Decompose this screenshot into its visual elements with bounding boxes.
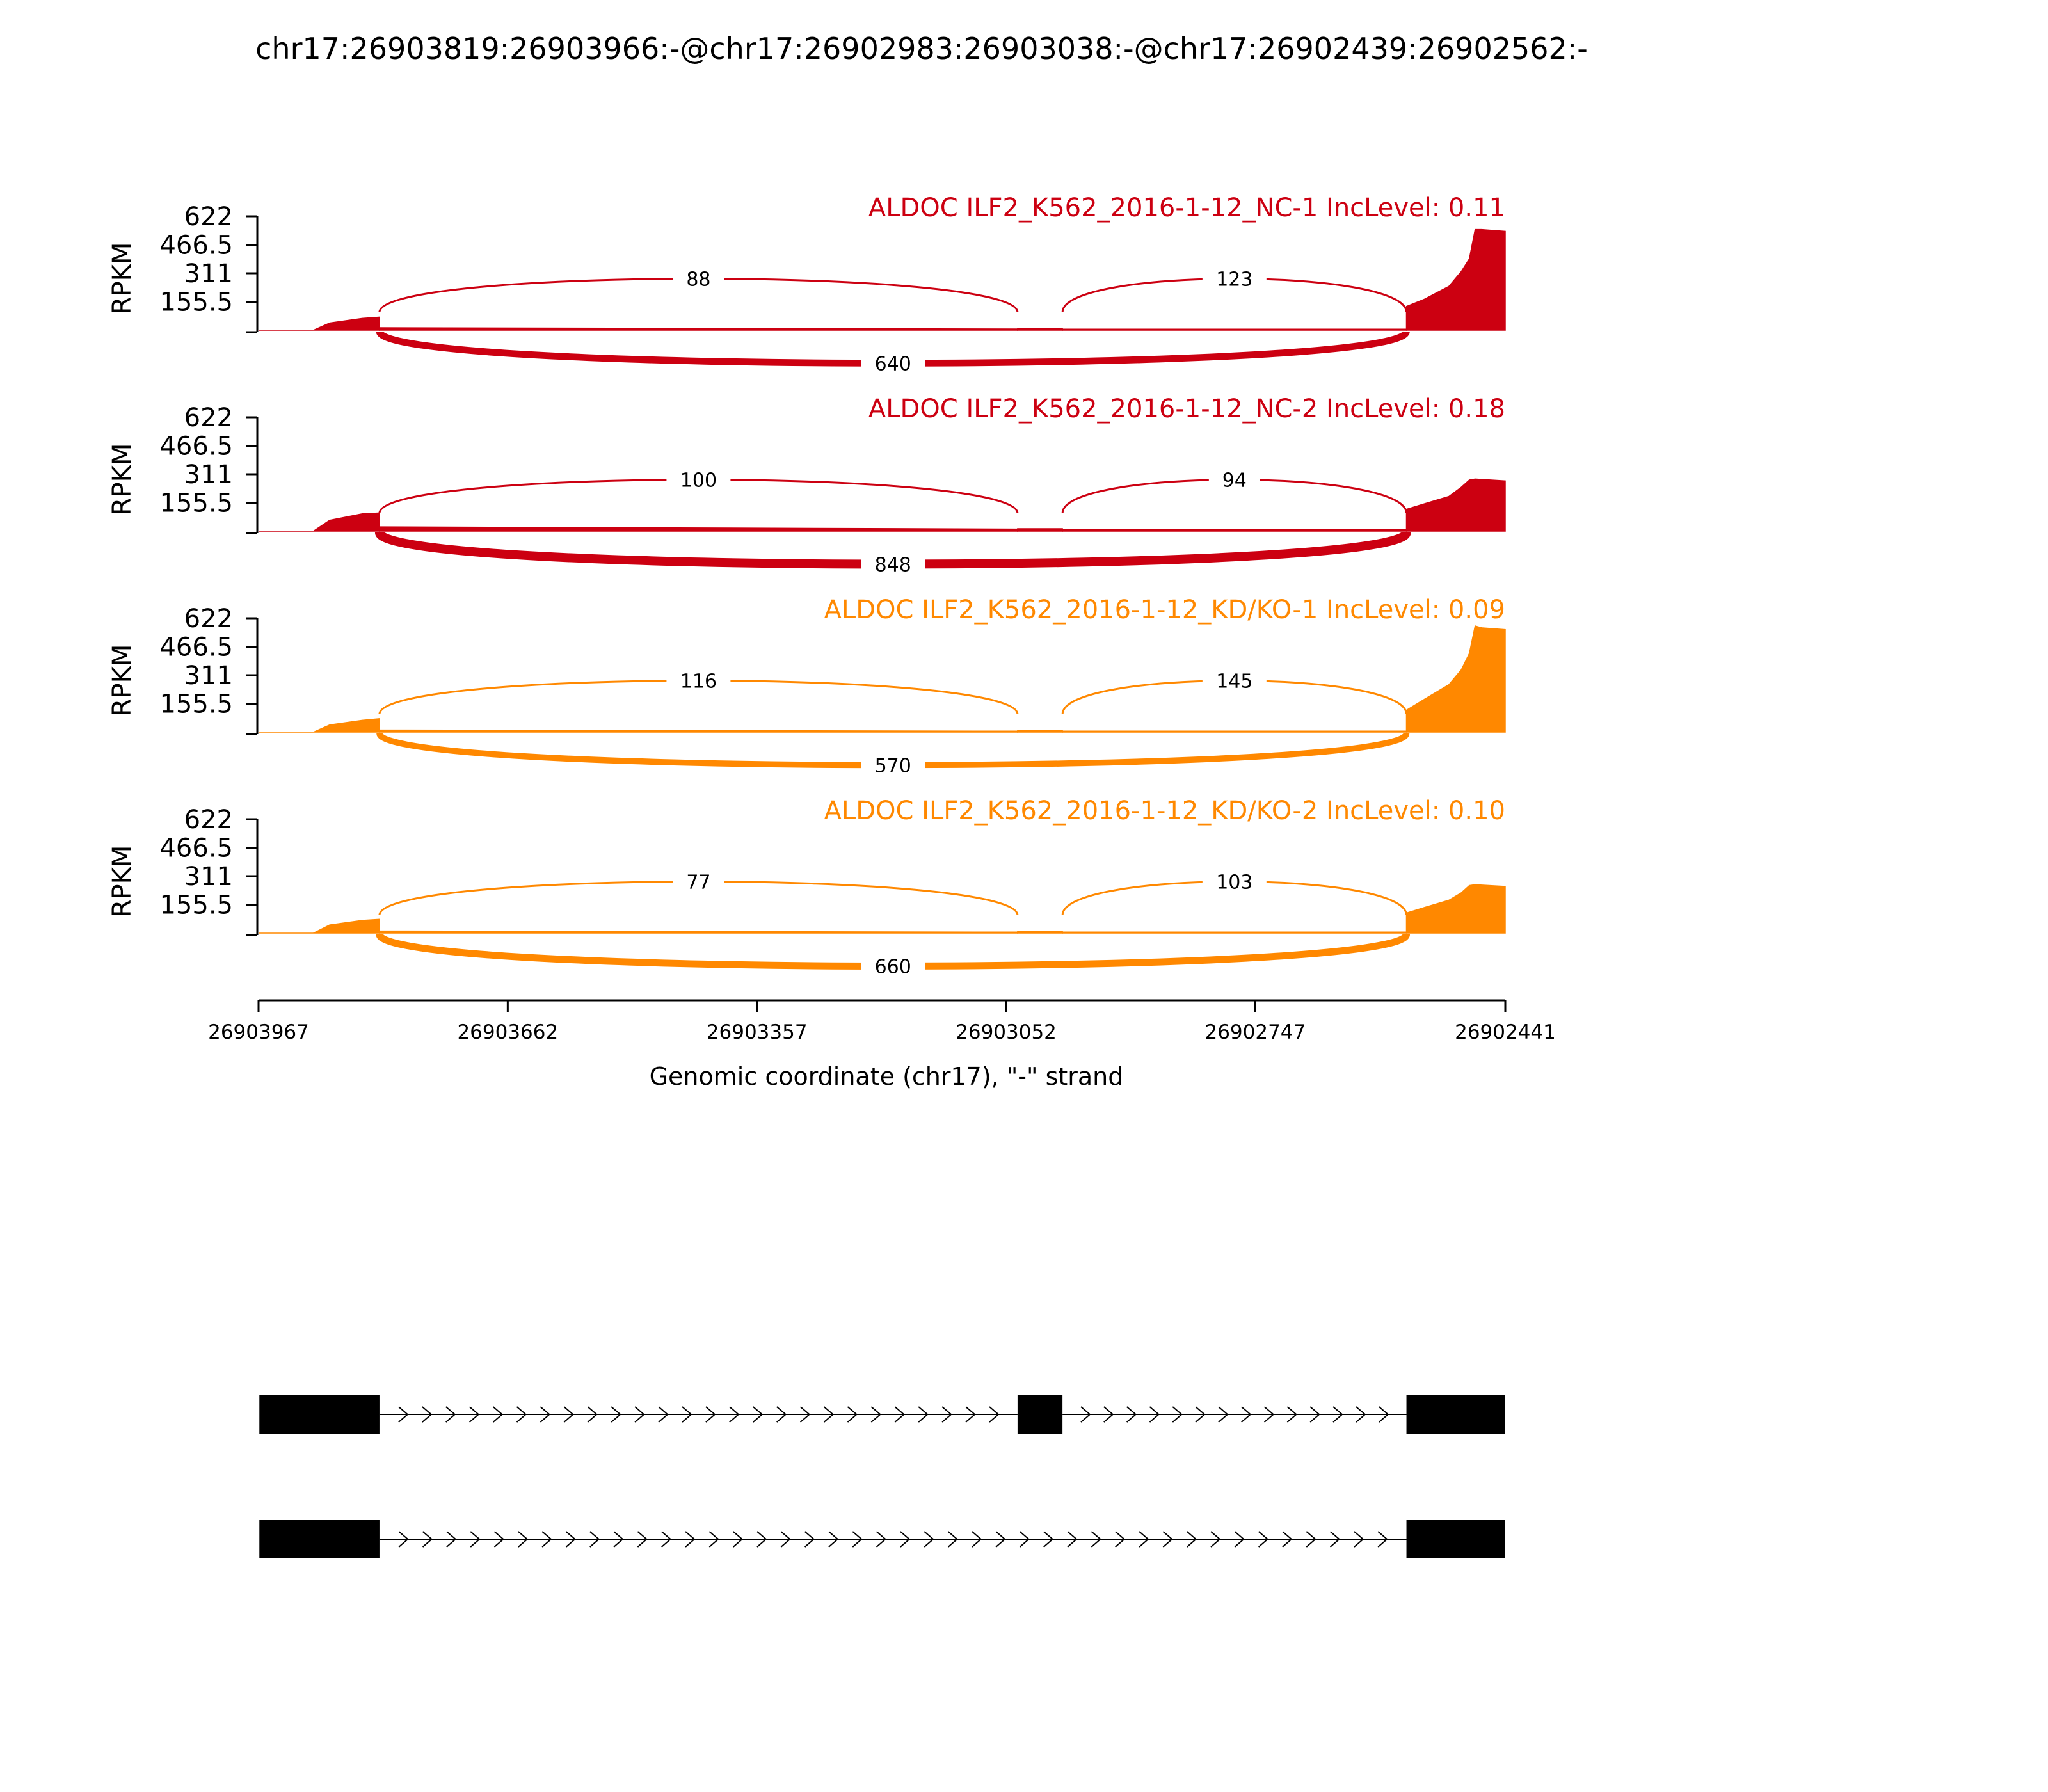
x-tick-label: 26903357 <box>707 1021 808 1044</box>
y-tick-label: 311 <box>184 460 233 490</box>
junction-count: 848 <box>875 554 911 577</box>
junction-count: 94 <box>1222 470 1247 492</box>
coverage-intron1 <box>379 930 1018 934</box>
y-axis-label: RPKM <box>108 644 137 717</box>
isoform-1 <box>259 1395 1505 1434</box>
figure-title: chr17:26903819:26903966:-@chr17:26902983… <box>255 31 1588 66</box>
y-tick-label: 622 <box>184 805 233 835</box>
x-axis: 26903967 26903662 26903357 26903052 26902747… <box>208 999 1556 1044</box>
y-tick-label: 155.5 <box>159 288 233 317</box>
x-tick-label: 26903662 <box>457 1021 558 1044</box>
junction-count: 570 <box>875 755 911 778</box>
coverage-exon1 <box>259 512 380 532</box>
junction-label-bg <box>1208 465 1260 492</box>
junction-label-bg <box>666 465 731 492</box>
coverage-exon1 <box>259 717 380 733</box>
junction-count: 116 <box>680 671 717 693</box>
coverage-exon3 <box>1405 884 1506 934</box>
y-tick-label: 466.5 <box>159 432 233 461</box>
y-tick-label: 311 <box>184 259 233 289</box>
coverage-exon1 <box>259 918 380 934</box>
y-axis-label: RPKM <box>108 444 137 516</box>
junction-label-bg <box>666 666 731 692</box>
junction-count: 123 <box>1216 269 1252 291</box>
junction-label-bg <box>673 867 724 893</box>
coverage-exon3 <box>1405 228 1506 331</box>
sample-label: ALDOC ILF2_K562_2016-1-12_NC-1 IncLevel:… <box>868 193 1505 223</box>
y-tick-label: 466.5 <box>159 231 233 260</box>
exon-block <box>259 1395 380 1434</box>
junction-label-bg <box>673 264 724 291</box>
isoform-models <box>259 1395 1505 1558</box>
junction-label-bg <box>861 550 925 576</box>
y-tick-label: 311 <box>184 862 233 892</box>
junction-count: 88 <box>686 269 710 291</box>
y-tick-label: 155.5 <box>159 891 233 920</box>
strand-arrows <box>398 1406 1000 1423</box>
coverage-intron1 <box>379 526 1018 532</box>
junction-label-bg <box>1202 264 1267 291</box>
y-tick-label: 622 <box>184 604 233 634</box>
coverage-intron1 <box>379 327 1018 331</box>
y-tick-label: 466.5 <box>159 633 233 662</box>
x-tick-label: 26902747 <box>1204 1021 1306 1044</box>
coverage-exon3 <box>1405 625 1506 733</box>
y-axis-label: RPKM <box>108 243 137 315</box>
junction-label-bg <box>1202 666 1267 692</box>
exon-block <box>259 1520 380 1558</box>
junction-label-bg <box>1202 867 1267 893</box>
coverage-exon2 <box>1017 730 1063 733</box>
isoform-2 <box>259 1520 1505 1558</box>
coverage-exon1 <box>259 316 380 331</box>
junction-count: 660 <box>875 956 911 979</box>
junction-count: 100 <box>680 470 717 492</box>
x-tick-label: 26902441 <box>1455 1021 1556 1044</box>
coverage-exon3 <box>1405 478 1506 532</box>
junction-label-bg <box>861 349 925 375</box>
y-tick-label: 466.5 <box>159 834 233 863</box>
strand-arrows <box>1080 1406 1389 1423</box>
coverage-intron2 <box>1062 529 1407 532</box>
exon-block <box>1017 1395 1063 1434</box>
y-tick-label: 622 <box>184 202 233 232</box>
coverage-intron2 <box>1062 328 1407 331</box>
y-axis-label: RPKM <box>108 845 137 918</box>
y-tick-label: 622 <box>184 403 233 433</box>
junction-count: 77 <box>686 872 710 894</box>
x-tick-label: 26903967 <box>208 1021 309 1044</box>
coverage-intron1 <box>379 729 1018 733</box>
sample-label: ALDOC ILF2_K562_2016-1-12_NC-2 IncLevel:… <box>868 394 1505 424</box>
exon-block <box>1406 1520 1505 1558</box>
x-tick-label: 26903052 <box>956 1021 1057 1044</box>
junction-count: 640 <box>875 353 911 376</box>
exon-block <box>1406 1395 1505 1434</box>
y-tick-label: 155.5 <box>159 690 233 719</box>
strand-arrows <box>398 1531 1388 1548</box>
x-axis-label: Genomic coordinate (chr17), "-" strand <box>650 1062 1124 1091</box>
y-tick-label: 311 <box>184 661 233 691</box>
junction-count: 145 <box>1216 671 1252 693</box>
junction-label-bg <box>861 952 925 978</box>
junction-count: 103 <box>1216 872 1252 894</box>
sample-label: ALDOC ILF2_K562_2016-1-12_KD/KO-1 IncLev… <box>824 595 1505 625</box>
coverage-intron2 <box>1062 730 1407 733</box>
coverage-exon2 <box>1017 328 1063 331</box>
junction-label-bg <box>861 751 925 777</box>
coverage-exon2 <box>1017 931 1063 934</box>
coverage-exon2 <box>1017 528 1063 532</box>
coverage-intron2 <box>1062 931 1407 934</box>
sample-label: ALDOC ILF2_K562_2016-1-12_KD/KO-2 IncLev… <box>824 796 1505 826</box>
y-tick-label: 155.5 <box>159 489 233 518</box>
